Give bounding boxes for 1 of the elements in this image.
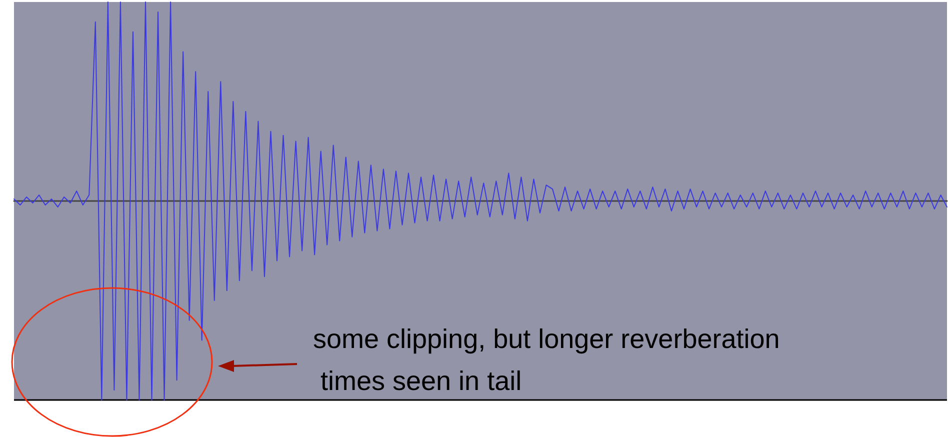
annotation: some clipping, but longer reverberation times seen in tail (313, 324, 780, 396)
